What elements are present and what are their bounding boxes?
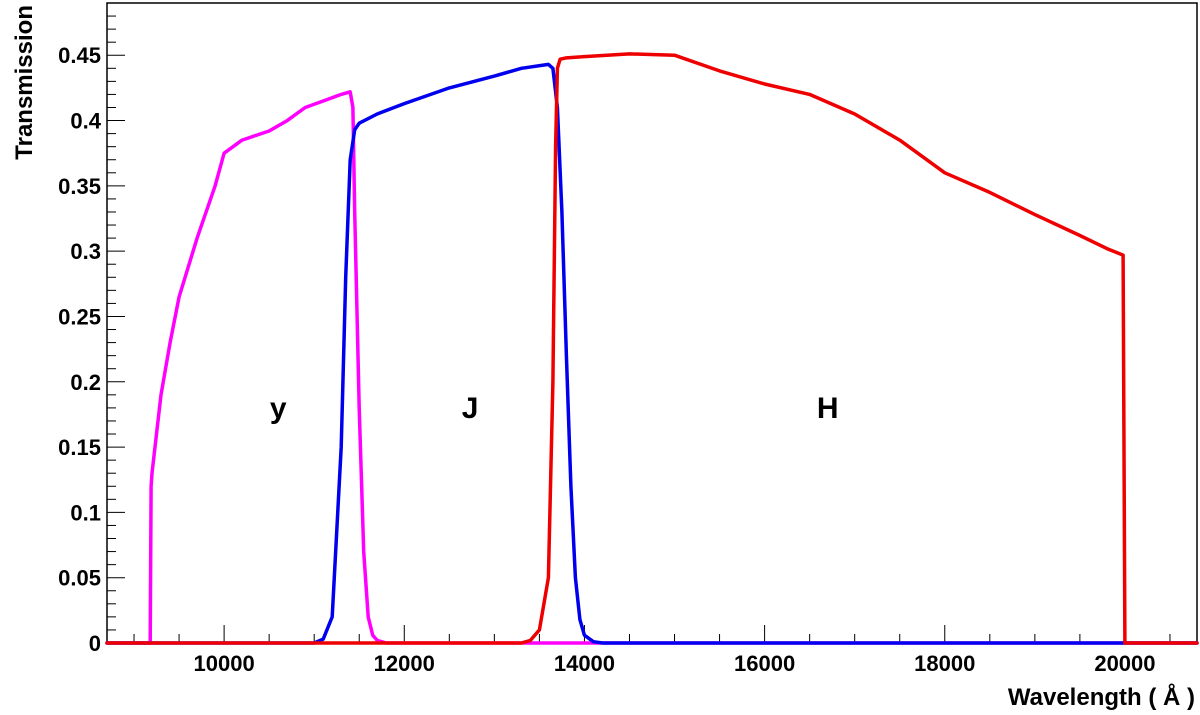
x-tick-label: 10000 [194, 651, 255, 676]
labels-layer: 10000 12000 14000 16000 18000 20000 0 0.05 0.1 0.… [58, 43, 1155, 676]
band-label: y [270, 392, 287, 425]
band-label: H [817, 392, 839, 425]
x-tick-label: 12000 [374, 651, 435, 676]
plot-frame [106, 2, 1198, 644]
band-label: J [462, 392, 479, 425]
y-tick-label: 0.3 [70, 239, 101, 264]
y-tick-label: 0.4 [70, 109, 101, 134]
y-tick-label: 0.1 [70, 500, 101, 525]
y-tick-label: 0.35 [58, 174, 101, 199]
x-axis-title: Wavelength ( Å ) [1008, 683, 1195, 711]
x-tick-label: 20000 [1094, 651, 1155, 676]
series-line-1 [105, 62, 1199, 645]
y-tick-label: 0.45 [58, 43, 101, 68]
x-tick-label: 16000 [734, 651, 795, 676]
x-tick-label: 14000 [554, 651, 615, 676]
y-tick-label: 0.2 [70, 370, 101, 395]
y-axis-title: Transmission [11, 5, 38, 160]
y-tick-label: 0 [89, 631, 101, 656]
ticks-layer [107, 2, 1171, 644]
series-layer [105, 52, 1199, 645]
x-tick-label: 18000 [914, 651, 975, 676]
y-tick-label: 0.25 [58, 304, 101, 329]
y-tick-label: 0.15 [58, 435, 101, 460]
series-line-0 [105, 90, 1199, 645]
y-tick-label: 0.05 [58, 566, 101, 591]
series-line-2 [105, 52, 1199, 645]
